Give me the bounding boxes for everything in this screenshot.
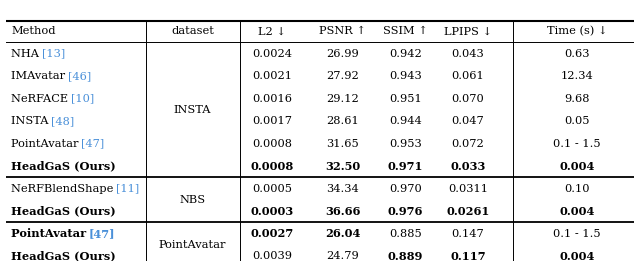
Text: NeRFACE: NeRFACE [12, 93, 70, 104]
Text: 32.50: 32.50 [325, 161, 360, 171]
Text: NBS: NBS [180, 195, 205, 205]
Text: LPIPS ↓: LPIPS ↓ [444, 26, 492, 36]
Text: HeadGaS (Ours): HeadGaS (Ours) [12, 161, 116, 171]
Text: 0.63: 0.63 [564, 49, 590, 58]
Text: [46]: [46] [68, 71, 91, 81]
Text: 0.0017: 0.0017 [252, 116, 292, 126]
Text: INSTA: INSTA [12, 116, 51, 126]
Text: Time (s) ↓: Time (s) ↓ [547, 26, 607, 37]
Text: 0.951: 0.951 [389, 93, 422, 104]
Text: 0.1 - 1.5: 0.1 - 1.5 [554, 229, 601, 239]
Text: 0.953: 0.953 [389, 139, 422, 149]
Text: 0.043: 0.043 [452, 49, 484, 58]
Text: 0.0027: 0.0027 [251, 228, 294, 239]
Text: 0.061: 0.061 [452, 71, 484, 81]
Text: 24.79: 24.79 [326, 251, 359, 261]
Text: [11]: [11] [116, 183, 140, 194]
Text: 12.34: 12.34 [561, 71, 593, 81]
Text: L2 ↓: L2 ↓ [259, 26, 286, 36]
Text: [13]: [13] [42, 49, 65, 58]
Text: 0.970: 0.970 [389, 183, 422, 194]
Text: 34.34: 34.34 [326, 183, 359, 194]
Text: 0.047: 0.047 [452, 116, 484, 126]
Text: 0.944: 0.944 [389, 116, 422, 126]
Text: 0.885: 0.885 [389, 229, 422, 239]
Text: 0.0261: 0.0261 [446, 206, 490, 217]
Text: 0.05: 0.05 [564, 116, 590, 126]
Text: 0.117: 0.117 [450, 251, 486, 261]
Text: 0.070: 0.070 [452, 93, 484, 104]
Text: 0.976: 0.976 [388, 206, 423, 217]
Text: 0.0005: 0.0005 [252, 183, 292, 194]
Text: [47]: [47] [81, 139, 104, 149]
Text: PSNR ↑: PSNR ↑ [319, 26, 366, 36]
Text: dataset: dataset [172, 26, 214, 36]
Text: 0.889: 0.889 [388, 251, 423, 261]
Text: 0.1 - 1.5: 0.1 - 1.5 [554, 139, 601, 149]
Text: 0.147: 0.147 [452, 229, 484, 239]
Text: 0.0024: 0.0024 [252, 49, 292, 58]
Text: 0.943: 0.943 [389, 71, 422, 81]
Text: IMAvatar: IMAvatar [12, 71, 68, 81]
Text: 36.66: 36.66 [325, 206, 360, 217]
Text: 0.971: 0.971 [388, 161, 423, 171]
Text: 0.0008: 0.0008 [252, 139, 292, 149]
Text: NHA: NHA [12, 49, 42, 58]
Text: 28.61: 28.61 [326, 116, 359, 126]
Text: 0.10: 0.10 [564, 183, 590, 194]
Text: 0.004: 0.004 [559, 251, 595, 261]
Text: PointAvatar: PointAvatar [159, 240, 227, 250]
Text: [10]: [10] [70, 93, 94, 104]
Text: 29.12: 29.12 [326, 93, 359, 104]
Text: 0.0311: 0.0311 [448, 183, 488, 194]
Text: Method: Method [12, 26, 56, 36]
Text: 0.072: 0.072 [452, 139, 484, 149]
Text: [48]: [48] [51, 116, 74, 126]
Text: HeadGaS (Ours): HeadGaS (Ours) [12, 206, 116, 217]
Text: 0.942: 0.942 [389, 49, 422, 58]
Text: 0.0008: 0.0008 [251, 161, 294, 171]
Text: HeadGaS (Ours): HeadGaS (Ours) [12, 251, 116, 261]
Text: SSIM ↑: SSIM ↑ [383, 26, 428, 36]
Text: NeRFBlendShape: NeRFBlendShape [12, 183, 116, 194]
Text: 0.0021: 0.0021 [252, 71, 292, 81]
Text: INSTA: INSTA [174, 105, 211, 115]
Text: 26.99: 26.99 [326, 49, 359, 58]
Text: 0.0039: 0.0039 [252, 251, 292, 261]
Text: 0.004: 0.004 [559, 206, 595, 217]
Text: 0.0016: 0.0016 [252, 93, 292, 104]
Text: PointAvatar: PointAvatar [12, 139, 81, 149]
Text: 27.92: 27.92 [326, 71, 359, 81]
Text: PointAvatar: PointAvatar [12, 228, 89, 239]
Text: 0.0003: 0.0003 [251, 206, 294, 217]
Text: 26.04: 26.04 [325, 228, 360, 239]
Text: 0.033: 0.033 [451, 161, 486, 171]
Text: 0.004: 0.004 [559, 161, 595, 171]
Text: 31.65: 31.65 [326, 139, 359, 149]
Text: 9.68: 9.68 [564, 93, 590, 104]
Text: [47]: [47] [89, 228, 115, 239]
